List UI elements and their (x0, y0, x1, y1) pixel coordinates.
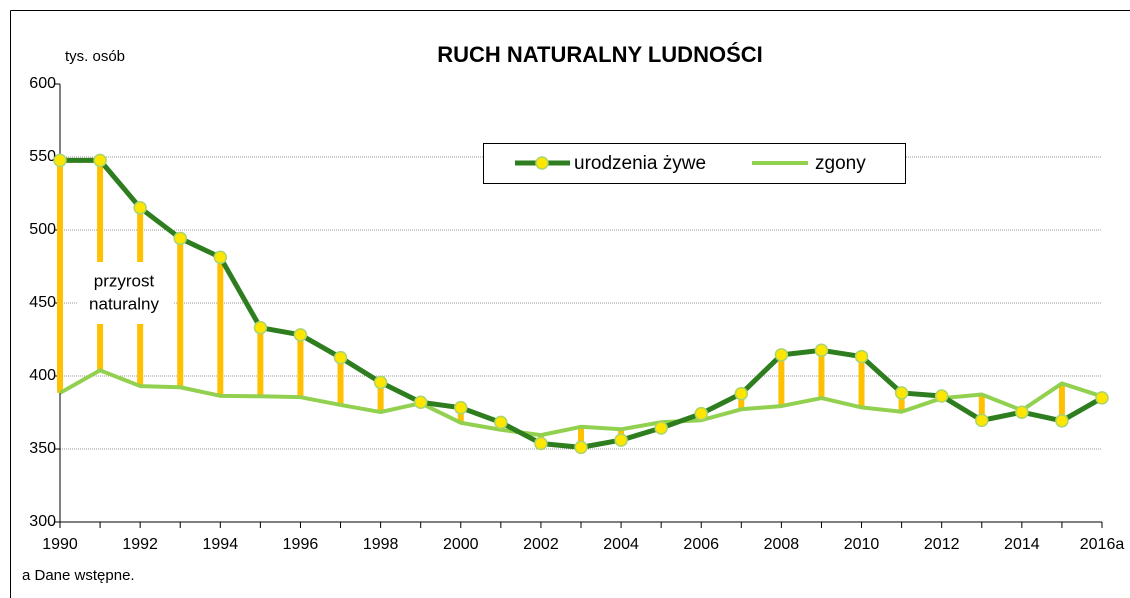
x-tick-label: 2014 (1004, 536, 1040, 553)
y-tick-label: 450 (29, 294, 56, 311)
marker (894, 386, 909, 400)
marker (734, 386, 749, 401)
x-tick-label: 1992 (122, 536, 158, 553)
marker (213, 250, 228, 265)
marker (373, 375, 388, 390)
marker (814, 343, 829, 358)
x-tick-label: 2008 (764, 536, 800, 553)
y-tick-label: 550 (29, 148, 56, 165)
marker (53, 153, 67, 168)
x-tick-label: 1990 (42, 536, 78, 553)
annotation: naturalny (89, 294, 159, 313)
marker (774, 348, 789, 362)
x-tick-label: 2016a (1080, 536, 1125, 553)
series-line (60, 157, 1104, 450)
marker (614, 433, 628, 447)
chart-title: RUCH NATURALNY LUDNOŚCI (437, 42, 763, 67)
footnote: a Dane wstępne. (22, 567, 135, 584)
marker (694, 406, 708, 421)
y-tick-label: 500 (29, 221, 56, 238)
marker (454, 400, 468, 415)
y-tick-label: 600 (29, 75, 56, 92)
marker (934, 389, 949, 403)
marker (333, 350, 348, 365)
marker (1095, 391, 1109, 405)
y-tick-label: 300 (29, 513, 56, 530)
x-tick-label: 1994 (203, 536, 239, 553)
x-tick-label: 1996 (283, 536, 319, 553)
marker (1055, 414, 1069, 428)
marker (494, 415, 508, 430)
annotation-bg (78, 262, 174, 324)
y-axis-label: tys. osób (65, 48, 125, 65)
annotation: przyrost (94, 271, 155, 290)
x-tick-label: 2000 (443, 536, 479, 553)
x-tick-label: 1998 (363, 536, 399, 553)
marker (654, 421, 668, 435)
x-tick-label: 2010 (844, 536, 880, 553)
marker (253, 320, 268, 335)
marker (173, 231, 187, 246)
marker (534, 436, 548, 451)
x-tick-label: 2012 (924, 536, 960, 553)
x-tick-label: 2004 (603, 536, 639, 553)
x-tick-label: 2002 (523, 536, 559, 553)
marker (975, 413, 989, 428)
marker (854, 349, 869, 364)
marker (1015, 405, 1029, 419)
marker (93, 153, 107, 168)
marker (293, 328, 308, 342)
legend-label: urodzenia żywe (574, 153, 706, 174)
marker (133, 201, 147, 215)
x-tick-label: 2006 (683, 536, 719, 553)
marker (413, 395, 428, 410)
marker (574, 440, 588, 455)
legend-marker (535, 156, 549, 170)
y-tick-label: 350 (29, 440, 56, 457)
legend-label: zgony (815, 153, 866, 174)
series-line (59, 368, 1103, 438)
y-tick-label: 400 (29, 367, 56, 384)
